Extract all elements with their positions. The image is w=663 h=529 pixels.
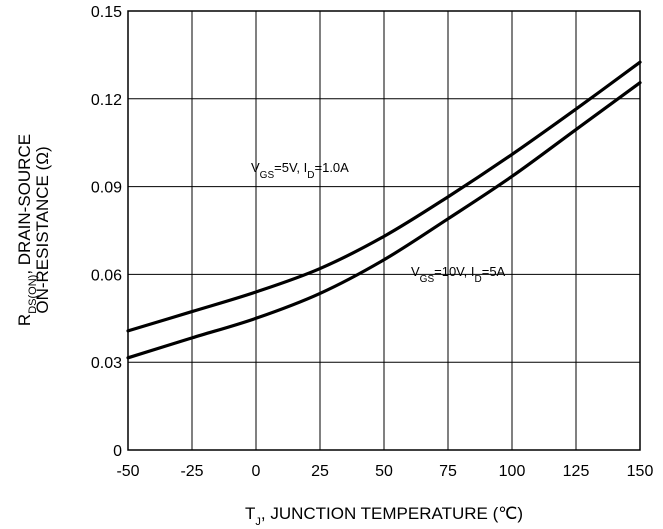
grid [128, 11, 640, 450]
series-annotation-vgs10: VGS=10V, ID=5A [411, 264, 506, 285]
x-axis-label: TJ, JUNCTION TEMPERATURE (℃) [245, 504, 523, 528]
x-tick-label: 50 [375, 463, 393, 480]
x-tick-label: 100 [499, 463, 526, 480]
y-tick-label: 0.09 [91, 180, 122, 197]
series-annotation-vgs5: VGS=5V, ID=1.0A [251, 160, 349, 181]
y-axis-label-line1: RDS(ON), DRAIN-SOURCE [15, 134, 39, 326]
y-tick-label: 0.12 [91, 92, 122, 109]
x-tick-label: -50 [116, 463, 139, 480]
y-tick-label: 0.06 [91, 267, 122, 284]
y-tick-label: 0.15 [91, 4, 122, 21]
y-tick-label: 0.03 [91, 355, 122, 372]
y-axis-label: RDS(ON), DRAIN-SOURCE ON-RESISTANCE (Ω) [15, 134, 52, 326]
x-tick-label: -25 [180, 463, 203, 480]
y-tick-label: 0 [113, 443, 122, 460]
x-tick-label: 25 [311, 463, 329, 480]
x-tick-label: 125 [563, 463, 590, 480]
tick-labels: -50 -25 0 25 50 75 100 125 150 0 0.03 0.06 0.09 0.12 0… [91, 4, 654, 480]
x-tick-label: 0 [252, 463, 261, 480]
x-tick-label: 150 [627, 463, 654, 480]
series-line-vgs10 [126, 81, 642, 360]
plot-frame [127, 10, 641, 451]
series-layer [126, 60, 642, 360]
x-tick-label: 75 [439, 463, 457, 480]
series-line-vgs5 [126, 60, 642, 333]
y-axis-label-line2: ON-RESISTANCE (Ω) [33, 146, 52, 313]
